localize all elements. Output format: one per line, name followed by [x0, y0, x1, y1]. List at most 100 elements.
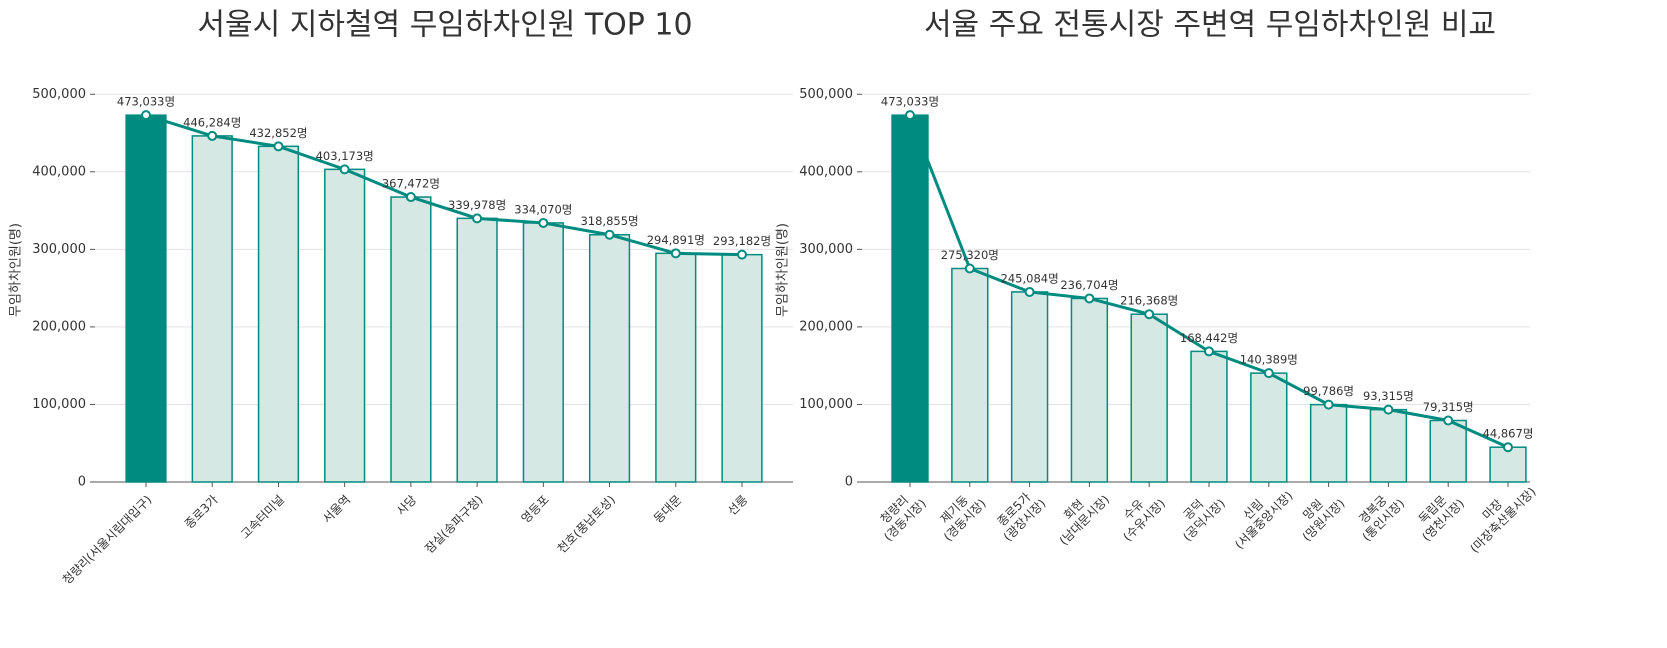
x-tick-label-line: 선릉 [725, 492, 751, 518]
bar [1250, 372, 1288, 483]
x-tick-label: 신림(서울중앙시장) [1221, 478, 1295, 552]
y-tick-label: 200,000 [32, 319, 86, 334]
line-marker [905, 110, 915, 121]
bar [1309, 403, 1348, 483]
bar [721, 253, 763, 483]
bar [191, 135, 233, 483]
bar [324, 168, 366, 483]
y-tick-label: 300,000 [32, 242, 86, 257]
bar [1070, 297, 1109, 483]
y-tick-label: 200,000 [799, 319, 853, 334]
y-tick-label: 100,000 [799, 397, 853, 412]
y-tick-label: 500,000 [32, 87, 86, 102]
chart-title: 서울시 지하철역 무임하차인원 TOP 10 [197, 8, 692, 43]
line-marker [1503, 442, 1513, 453]
line-marker [1024, 286, 1035, 297]
bar [125, 114, 167, 483]
value-label: 473,033명 [117, 95, 175, 109]
x-tick-label: 회현(남대문시장) [1046, 481, 1112, 547]
y-tick-label: 400,000 [32, 164, 86, 179]
x-tick-label: 독립문(영천시장) [1408, 485, 1466, 543]
line-marker [141, 110, 151, 121]
x-tick-label-line: 천호(풍납토성) [554, 492, 618, 556]
x-tick-label: 마장(마장축산물시장) [1457, 474, 1539, 556]
line-marker [207, 130, 218, 141]
x-tick-label: 공덕(공덕시장) [1169, 485, 1227, 543]
x-tick-label: 종로3가 [182, 492, 221, 531]
x-tick-label: 망원(망원시장) [1289, 485, 1347, 543]
x-tick-label: 천호(풍납토성) [554, 492, 618, 556]
value-label: 168,442명 [1180, 331, 1238, 345]
line-marker [670, 248, 681, 259]
bar [1190, 350, 1228, 483]
line-marker [1383, 404, 1394, 415]
bar [891, 114, 929, 483]
x-tick-label: 제기동(경동시장) [930, 485, 988, 543]
x-tick-label: 잠실(송파구청) [422, 492, 485, 555]
value-label: 245,084명 [1001, 271, 1059, 285]
value-label: 339,978명 [448, 198, 506, 212]
bar [390, 196, 432, 483]
line-marker [737, 249, 747, 260]
bar [257, 145, 300, 483]
x-tick-label-line: 동대문 [651, 492, 684, 525]
y-tick-label: 400,000 [799, 164, 853, 179]
x-tick-label-line: 잠실(송파구청) [422, 492, 485, 555]
x-tick-label: 경복궁(통인시장) [1349, 485, 1407, 543]
value-label: 473,033명 [881, 95, 939, 109]
bar [1429, 419, 1467, 483]
x-tick-label: 영등포 [518, 492, 551, 525]
value-label: 367,472명 [382, 177, 440, 191]
x-tick-label: 종로5가(광장시장) [990, 485, 1048, 543]
y-tick-label: 300,000 [799, 242, 853, 257]
y-tick-label: 0 [845, 475, 853, 490]
line-marker [1144, 309, 1155, 320]
bar [655, 252, 697, 483]
bar [456, 217, 498, 483]
line-marker [1084, 293, 1095, 304]
value-label: 140,389명 [1240, 353, 1298, 367]
value-label: 334,070명 [514, 202, 572, 216]
x-tick-label-line: 영등포 [518, 492, 551, 525]
x-tick-label: 동대문 [651, 492, 684, 525]
x-tick-label-line: 청량리(서울시립대입구) [60, 492, 155, 587]
value-label: 216,368명 [1120, 294, 1178, 308]
bar [1369, 408, 1408, 483]
line-marker [273, 141, 284, 152]
bar [951, 267, 989, 483]
value-label: 236,704명 [1060, 278, 1118, 292]
x-tick-label: 사당 [393, 492, 419, 518]
y-tick-label: 100,000 [32, 397, 86, 412]
x-tick-label: 서울역 [319, 492, 352, 525]
value-label: 446,284명 [183, 115, 241, 129]
x-tick-label: 고속터미널 [238, 492, 287, 541]
value-label: 79,315명 [1423, 400, 1474, 414]
line-marker [1204, 346, 1214, 357]
value-label: 403,173명 [316, 149, 374, 163]
x-tick-label-line: 사당 [393, 492, 419, 518]
line-marker [538, 217, 549, 228]
bar [1489, 446, 1527, 483]
value-label: 44,867명 [1483, 427, 1534, 441]
line-marker [964, 263, 975, 274]
y-axis-label: 무임하차인원(명) [776, 223, 791, 317]
x-tick-label-line: 고속터미널 [238, 492, 287, 541]
y-tick-label: 0 [78, 475, 86, 490]
x-tick-label: 선릉 [725, 492, 751, 518]
bar [1010, 291, 1049, 483]
line-marker [472, 213, 483, 224]
x-tick-label-line: 서울역 [319, 492, 352, 525]
value-label: 318,855명 [580, 214, 638, 228]
value-label: 275,320명 [941, 248, 999, 262]
bar [588, 233, 631, 483]
line-marker [1443, 415, 1454, 426]
line-marker [1323, 399, 1334, 410]
x-tick-label: 수유(수유시장) [1109, 485, 1167, 543]
x-tick-label-line: (마장축산물시장) [1467, 484, 1538, 555]
value-label: 432,852명 [249, 126, 307, 140]
line-marker [339, 164, 350, 175]
value-label: 93,315명 [1363, 389, 1414, 403]
line-marker [604, 229, 615, 240]
value-label: 293,182명 [713, 234, 771, 248]
